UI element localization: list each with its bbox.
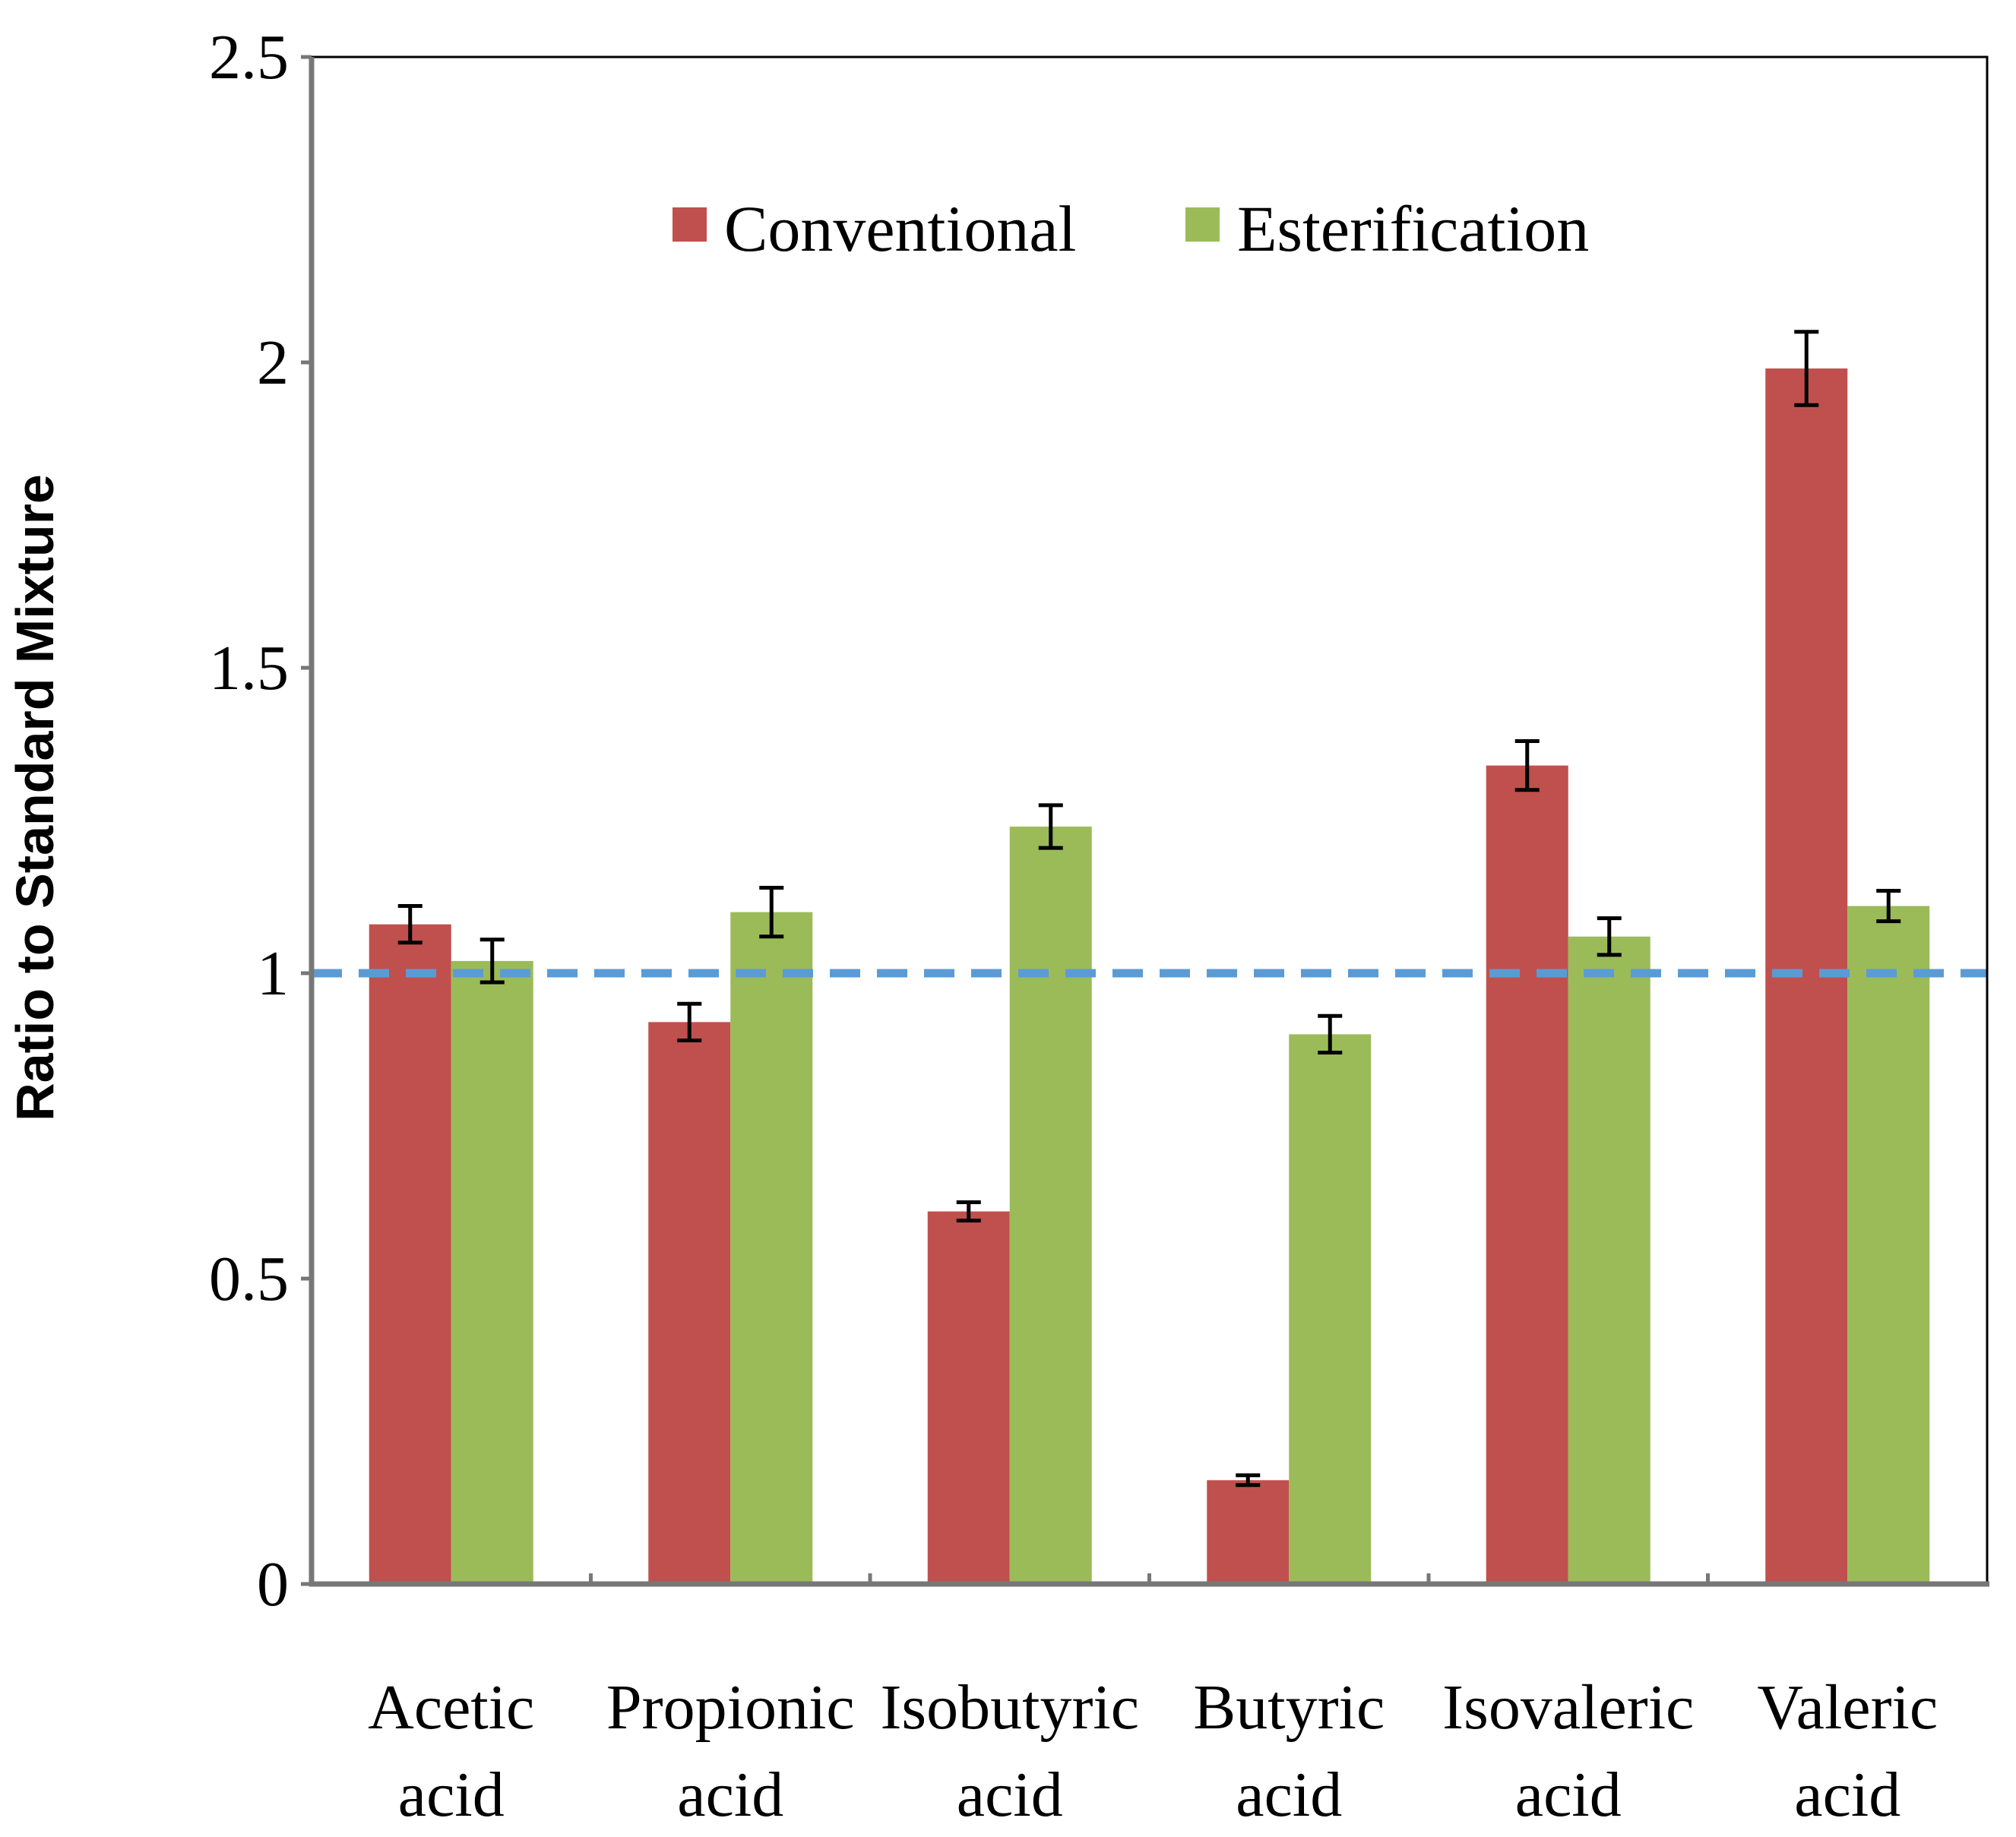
x-category-label-line2: acid	[957, 1760, 1063, 1830]
bar-conventional-3	[927, 1211, 1010, 1584]
x-category-label-line2: acid	[677, 1760, 783, 1830]
bar-conventional-4	[1207, 1480, 1290, 1584]
y-axis-label: Ratio to Standard Mixture	[5, 474, 65, 1121]
error-bar-esterification-2	[759, 885, 784, 939]
plot-frame	[309, 55, 1989, 1587]
legend-label: Esterification	[1237, 192, 1589, 265]
bar-conventional-1	[369, 924, 451, 1584]
error-bar-conventional-6	[1794, 330, 1819, 407]
x-category-label-line2: acid	[1794, 1760, 1900, 1830]
bar-esterification-6	[1847, 906, 1930, 1584]
x-axis: Acetic acid Propionic acid Isobutyric acid But…	[368, 1573, 1938, 1830]
legend-swatch	[673, 207, 707, 242]
bar-esterification-2	[730, 912, 813, 1584]
y-tick-label: 0	[257, 1549, 289, 1620]
error-bar-conventional-3	[956, 1200, 981, 1223]
x-category-label-line2: acid	[1515, 1760, 1622, 1830]
error-bar-conventional-2	[677, 1001, 702, 1042]
x-category-label-line1: Butyric	[1193, 1672, 1385, 1743]
error-bar-esterification-4	[1318, 1013, 1343, 1055]
x-category-label-line1: Acetic	[368, 1672, 534, 1743]
legend-label: Conventional	[724, 192, 1076, 265]
error-bar-conventional-5	[1514, 738, 1540, 792]
x-category-label-line2: acid	[398, 1760, 505, 1830]
error-bar-esterification-1	[479, 937, 505, 985]
y-axis: 0 0.5 1 1.5 2 2.5	[209, 22, 312, 1620]
error-bar-esterification-5	[1597, 916, 1622, 957]
error-bars-layer	[397, 330, 1901, 1488]
bar-conventional-2	[648, 1022, 731, 1584]
x-category-label-line1: Valeric	[1757, 1672, 1938, 1743]
x-category-label-line1: Isovaleric	[1442, 1672, 1694, 1743]
y-tick-label: 2	[257, 327, 289, 398]
error-bar-esterification-3	[1038, 803, 1063, 850]
error-bar-conventional-1	[397, 904, 423, 945]
legend: Conventional Esterification	[673, 192, 1589, 265]
error-bar-conventional-4	[1236, 1473, 1261, 1488]
x-category-label-line1: Propionic	[606, 1672, 855, 1743]
x-category-label-line2: acid	[1236, 1760, 1342, 1830]
legend-item-conventional: Conventional	[673, 192, 1076, 265]
bar-conventional-5	[1486, 765, 1568, 1584]
error-bar-esterification-6	[1876, 888, 1901, 924]
legend-swatch	[1185, 207, 1220, 242]
bar-esterification-4	[1289, 1034, 1372, 1584]
y-tick-label: 0.5	[209, 1244, 289, 1314]
y-tick-label: 1	[257, 938, 289, 1009]
legend-item-esterification: Esterification	[1185, 192, 1589, 265]
bar-esterification-5	[1568, 936, 1650, 1584]
bar-esterification-3	[1009, 827, 1092, 1584]
plot-border	[310, 55, 1989, 1586]
bar-esterification-1	[451, 960, 533, 1584]
y-tick-label: 2.5	[209, 22, 289, 93]
x-category-label-line1: Isobutyric	[880, 1672, 1139, 1743]
y-tick-label: 1.5	[209, 633, 289, 703]
